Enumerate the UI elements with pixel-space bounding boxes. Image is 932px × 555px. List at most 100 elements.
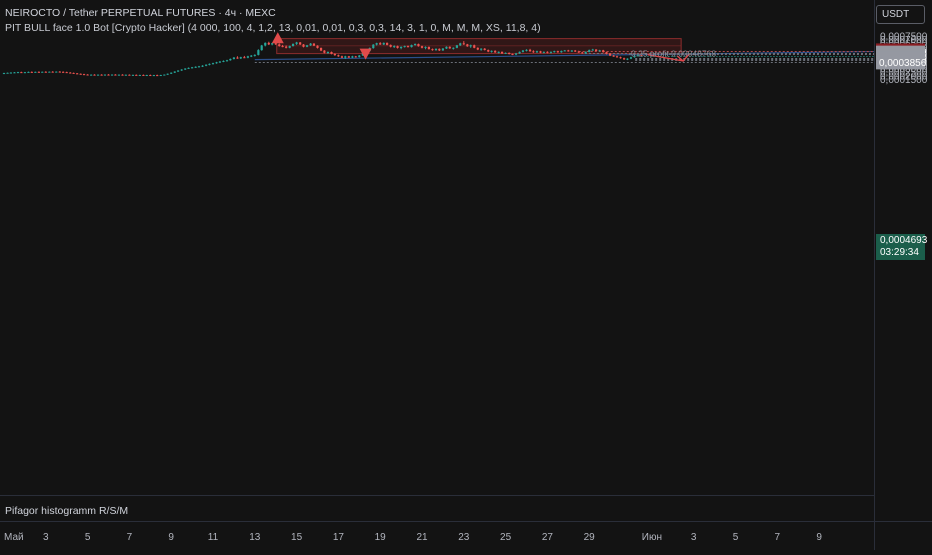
candle xyxy=(406,46,410,48)
candle xyxy=(2,73,6,75)
candle xyxy=(462,43,465,45)
candle xyxy=(431,49,434,51)
candle xyxy=(34,71,37,73)
candle xyxy=(633,55,636,58)
candle xyxy=(288,46,291,48)
candle xyxy=(152,75,155,77)
currency-button[interactable]: USDT xyxy=(876,5,925,24)
current-price-value: 0,0004693 xyxy=(880,235,928,246)
candle xyxy=(79,73,82,75)
candle xyxy=(184,68,187,70)
pane2-indicator-label[interactable]: Pifagor histogramm R/S/M xyxy=(5,505,129,517)
candle xyxy=(316,45,319,48)
x-tick-label: 15 xyxy=(291,532,303,543)
candle xyxy=(194,66,197,68)
candle xyxy=(483,48,486,50)
candle xyxy=(16,72,20,74)
candle xyxy=(521,50,525,52)
candle xyxy=(187,67,190,69)
candle xyxy=(243,57,246,59)
candle xyxy=(37,71,41,73)
candle xyxy=(117,74,121,76)
candle xyxy=(577,51,580,53)
symbol-title[interactable]: NEIROCTO / Tether PERPETUAL FUTURES · 4ч… xyxy=(5,7,276,19)
candle xyxy=(72,72,75,74)
x-tick-label: 3 xyxy=(691,532,697,543)
indicator-legend[interactable]: PIT BULL face 1.0 Bot [Crypto Hacker] (4… xyxy=(5,22,541,34)
candle xyxy=(511,54,514,56)
candle xyxy=(159,75,162,77)
candle xyxy=(305,45,309,47)
candle xyxy=(309,43,312,46)
candle xyxy=(145,75,148,77)
candle xyxy=(514,53,518,55)
candle xyxy=(41,71,44,73)
candle xyxy=(393,46,396,48)
candle xyxy=(528,49,532,52)
candle xyxy=(166,73,169,75)
candle xyxy=(90,74,93,76)
candle xyxy=(208,63,211,65)
candle xyxy=(382,42,385,45)
y-tick-label: 0,0001500 xyxy=(880,75,928,86)
candle xyxy=(556,51,559,53)
price-label-text: 0,0003856 xyxy=(879,58,927,69)
candle xyxy=(281,46,284,48)
candle xyxy=(246,56,250,58)
x-tick-label: 13 xyxy=(249,532,261,543)
x-tick-label: 9 xyxy=(816,532,822,543)
candle xyxy=(466,44,469,47)
candle xyxy=(497,51,500,53)
trendline xyxy=(254,50,875,61)
candle xyxy=(494,50,497,53)
candle xyxy=(93,74,96,76)
x-tick-label: 21 xyxy=(416,532,428,543)
candle xyxy=(65,72,68,74)
candle xyxy=(640,55,643,57)
candle xyxy=(480,48,483,50)
candle xyxy=(372,44,375,49)
candle xyxy=(253,54,256,56)
candle xyxy=(218,61,221,63)
candle xyxy=(574,50,577,52)
candle xyxy=(605,52,608,54)
y-tick-label: 0,0002500 xyxy=(880,68,928,79)
candle xyxy=(23,72,26,74)
signal-down-triangle xyxy=(359,48,372,60)
candle xyxy=(170,72,173,74)
candle xyxy=(560,50,563,53)
candle xyxy=(594,49,598,51)
candle xyxy=(441,48,444,51)
candle xyxy=(563,50,566,52)
candle xyxy=(9,72,12,74)
x-tick-label: 19 xyxy=(375,532,387,543)
candle xyxy=(333,53,336,56)
candle xyxy=(609,53,612,56)
forecast-arrow-line xyxy=(647,54,684,62)
candle xyxy=(103,74,107,76)
x-tick-label: 17 xyxy=(333,532,345,543)
candle xyxy=(55,71,58,73)
candle xyxy=(504,52,507,54)
candle xyxy=(518,51,521,54)
candle xyxy=(69,72,72,74)
candle xyxy=(222,60,225,62)
candle xyxy=(420,46,424,48)
candle xyxy=(100,74,103,76)
y-tick-label: 0,0002000 xyxy=(880,71,928,82)
x-tick-label: 25 xyxy=(500,532,512,543)
candle xyxy=(302,44,305,47)
candle xyxy=(473,45,476,48)
candle xyxy=(612,55,615,57)
candle xyxy=(6,72,9,74)
x-tick-label: 23 xyxy=(458,532,470,543)
candle xyxy=(197,66,201,68)
candle xyxy=(180,69,183,71)
candle xyxy=(508,52,511,55)
candle xyxy=(434,48,438,51)
candle xyxy=(86,74,89,76)
candle xyxy=(414,44,417,46)
candle xyxy=(396,46,399,48)
